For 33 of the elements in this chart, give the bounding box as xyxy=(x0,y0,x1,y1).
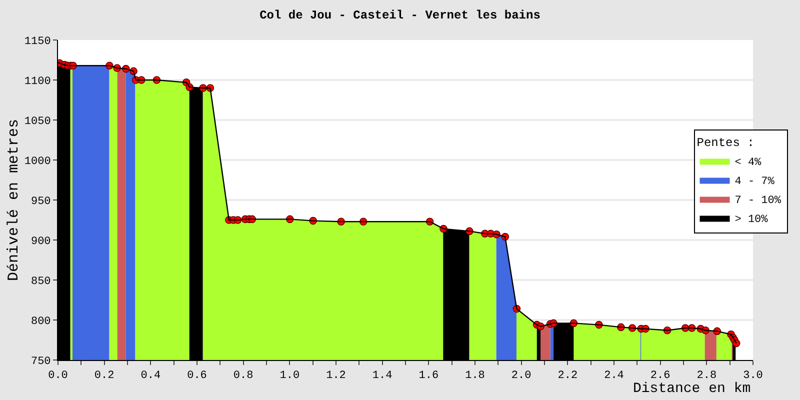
legend-label: > 10% xyxy=(734,214,768,226)
x-tick-label: 3.0 xyxy=(743,370,763,382)
x-tick-label: 0.0 xyxy=(48,370,68,382)
y-axis-title: Dénivelé en metres xyxy=(6,118,23,282)
x-tick-label: 0.6 xyxy=(187,370,207,382)
y-tick-label: 800 xyxy=(30,316,51,328)
y-tick-label: 900 xyxy=(30,236,51,248)
chart-title: Col de Jou - Casteil - Vernet les bains xyxy=(260,8,540,22)
y-tick-label: 1000 xyxy=(24,156,51,168)
x-tick-label: 2.0 xyxy=(511,370,532,382)
x-axis-title: Distance en km xyxy=(633,381,751,397)
y-tick-label: 1050 xyxy=(24,116,51,128)
x-tick-label: 2.8 xyxy=(696,370,717,382)
x-tick-label: 2.6 xyxy=(650,370,670,382)
x-tick-label: 1.0 xyxy=(280,370,300,382)
x-tick-label: 0.4 xyxy=(140,370,161,382)
y-tick-label: 750 xyxy=(30,356,51,368)
y-tick-label: 950 xyxy=(30,196,51,208)
x-tick-label: 0.2 xyxy=(94,370,114,382)
legend-label: < 4% xyxy=(734,156,762,169)
y-tick-label: 1100 xyxy=(24,76,51,88)
x-tick-label: 1.2 xyxy=(326,370,346,382)
x-tick-label: 2.2 xyxy=(558,370,578,382)
legend-label: 4 - 7% xyxy=(734,176,775,188)
legend-label: 7 - 10% xyxy=(734,194,782,207)
y-tick-label: 1150 xyxy=(24,36,51,48)
x-tick-label: 0.8 xyxy=(233,370,254,382)
legend-title: Pentes : xyxy=(696,136,754,150)
y-tick-label: 850 xyxy=(30,276,51,288)
x-tick-label: 1.8 xyxy=(465,370,485,382)
x-tick-label: 1.6 xyxy=(418,370,439,382)
x-tick-label: 2.4 xyxy=(604,370,624,382)
x-tick-label: 1.4 xyxy=(372,370,393,382)
